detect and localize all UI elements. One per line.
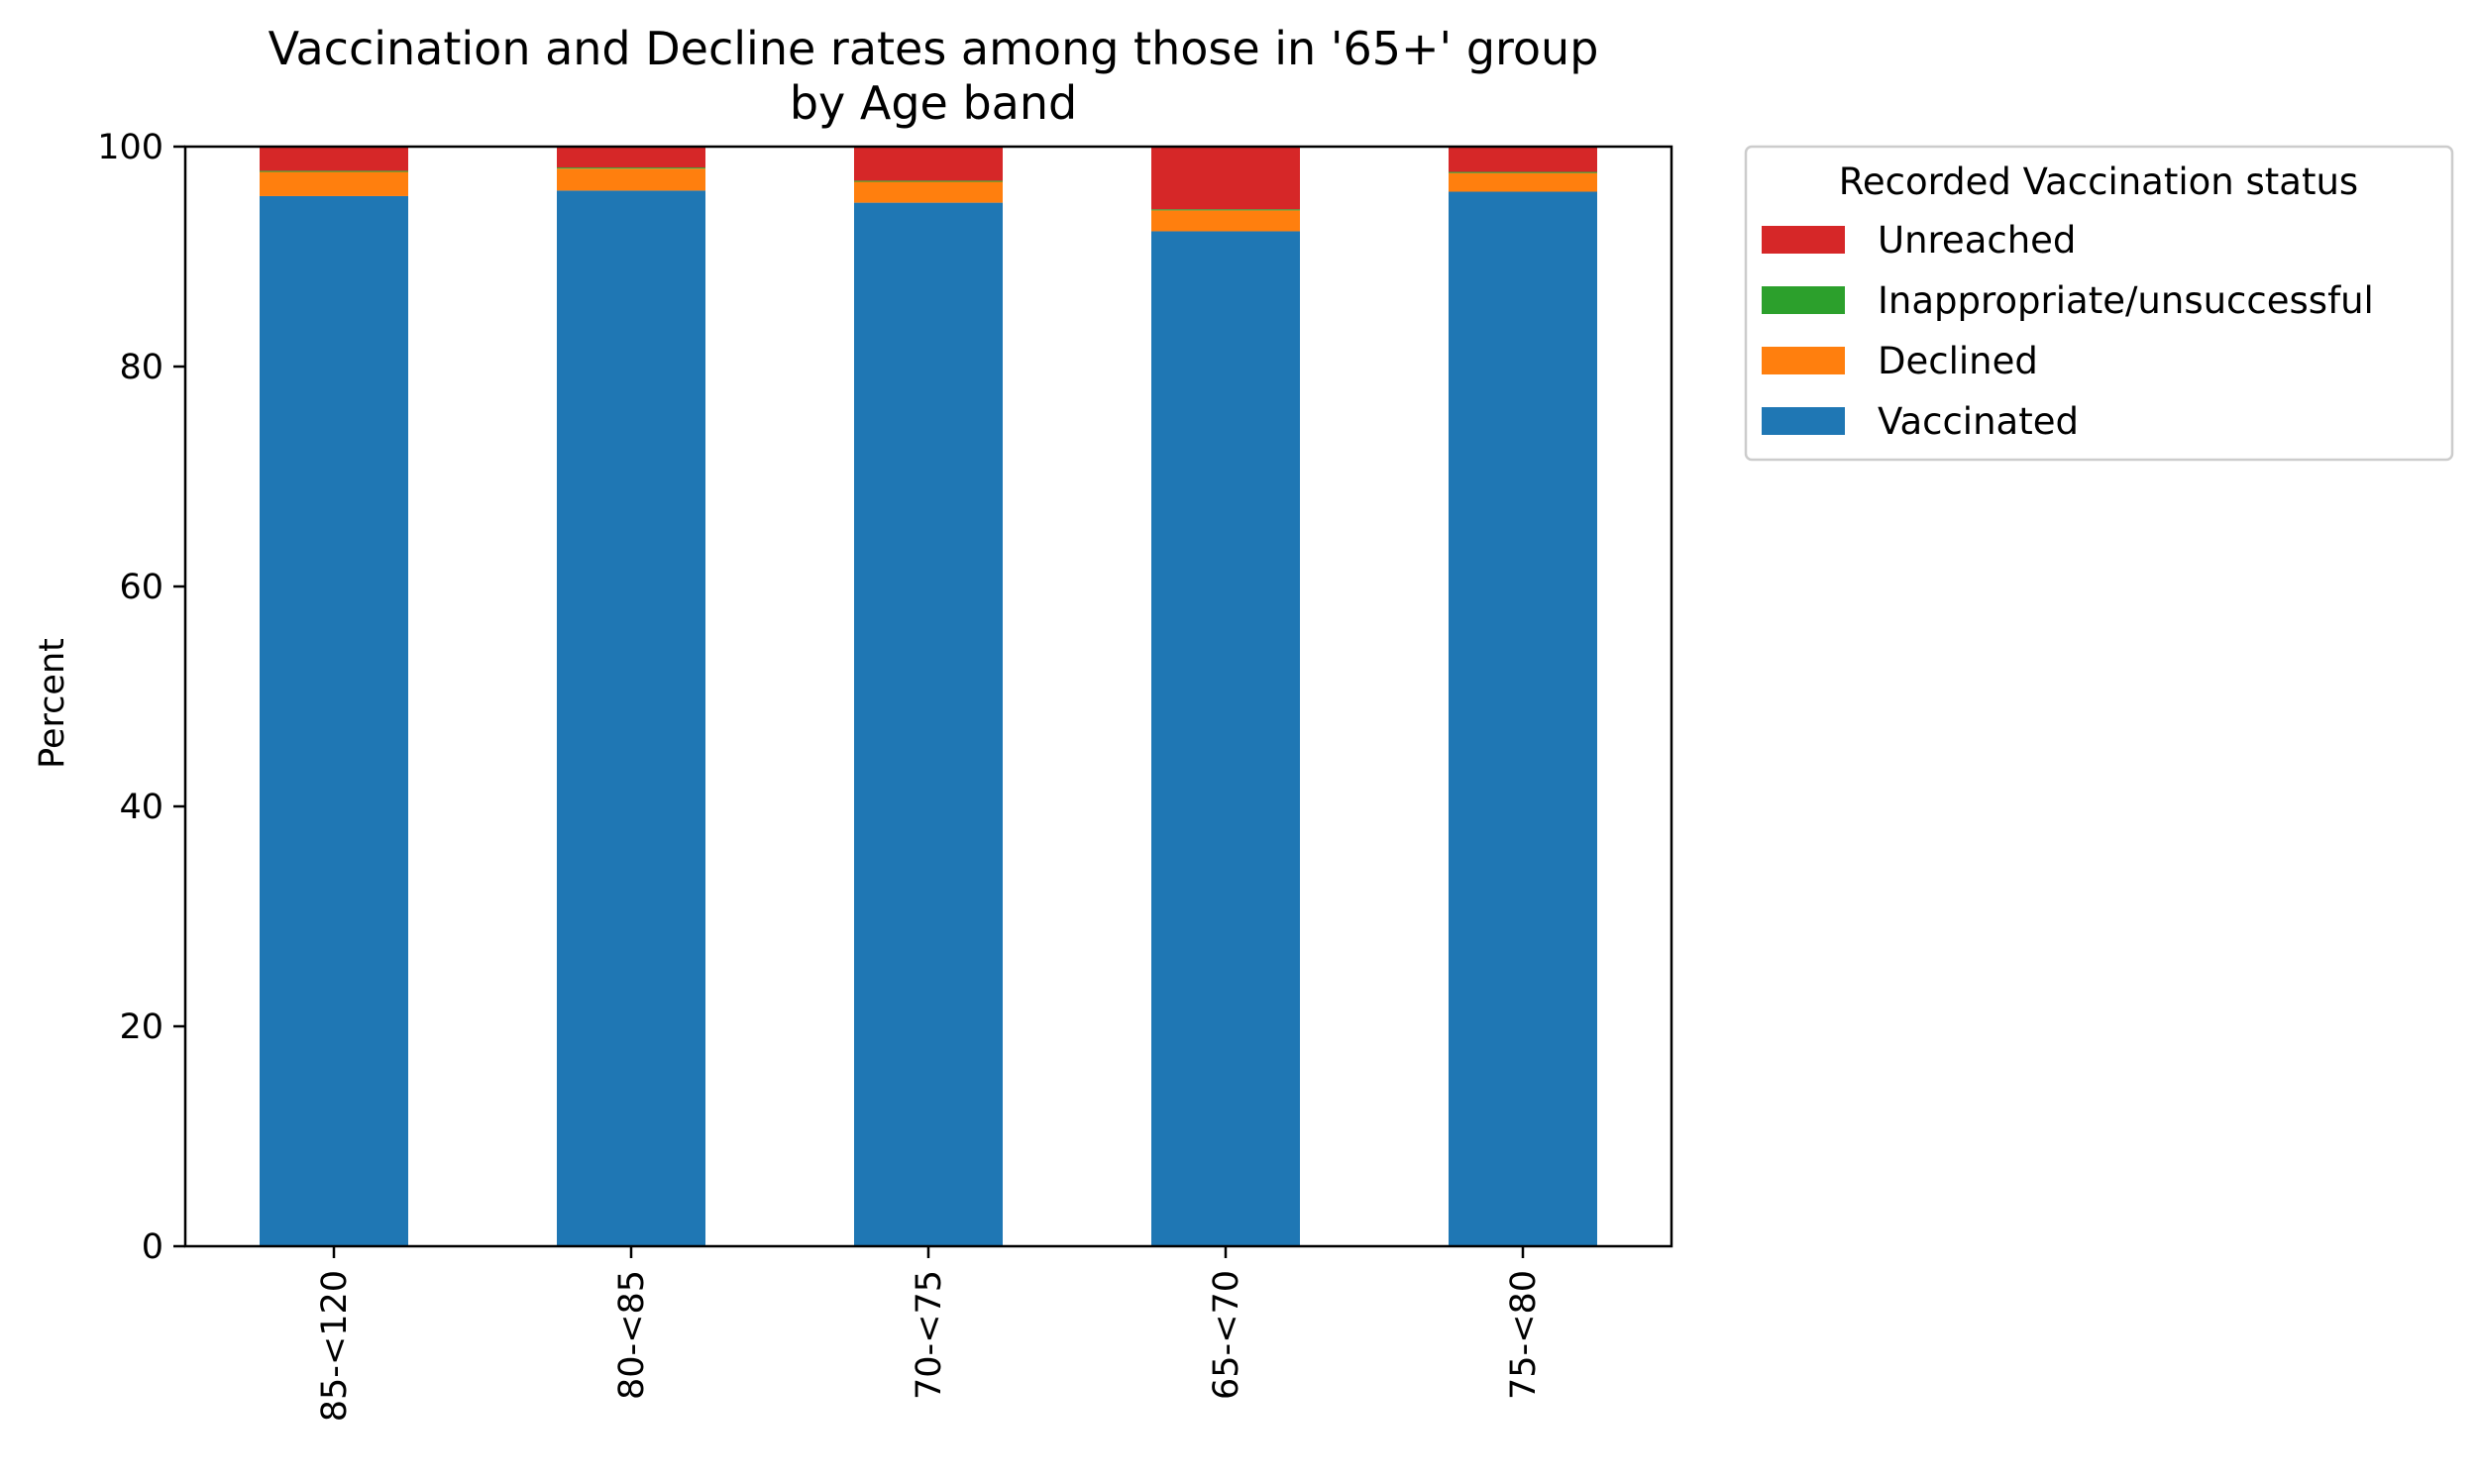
chart-title: Vaccination and Decline rates among thos… xyxy=(269,22,1599,75)
bar-inappropriate-unsuccessful-4 xyxy=(1449,171,1597,173)
bar-vaccinated-2 xyxy=(854,202,1003,1247)
legend-label-vaccinated: Vaccinated xyxy=(1878,400,2079,443)
chart-subtitle: by Age band xyxy=(790,76,1077,130)
bar-vaccinated-0 xyxy=(260,195,408,1247)
x-tick-label-3: 65-<70 xyxy=(1207,1270,1246,1400)
legend-label-inappropriate-unsuccessful: Inappropriate/unsuccessful xyxy=(1878,279,2374,322)
x-tick-label-4: 75-<80 xyxy=(1504,1270,1544,1400)
y-tick-label-4: 80 xyxy=(119,348,163,387)
bars-layer xyxy=(260,147,1597,1247)
x-tick-label-1: 80-<85 xyxy=(612,1270,652,1400)
bar-inappropriate-unsuccessful-0 xyxy=(260,170,408,172)
bar-declined-2 xyxy=(854,181,1003,203)
bar-declined-4 xyxy=(1449,172,1597,192)
bar-declined-1 xyxy=(557,168,705,191)
bar-vaccinated-4 xyxy=(1449,191,1597,1246)
y-tick-label-3: 60 xyxy=(119,568,163,607)
y-tick-label-0: 0 xyxy=(142,1227,163,1267)
y-tick-label-2: 40 xyxy=(119,788,163,827)
bar-vaccinated-1 xyxy=(557,190,705,1246)
y-tick-label-1: 20 xyxy=(119,1007,163,1047)
bar-unreached-4 xyxy=(1449,147,1597,172)
y-axis-label: Percent xyxy=(33,638,72,769)
x-tick-label-2: 70-<75 xyxy=(910,1270,949,1400)
x-tick-label-0: 85-<120 xyxy=(315,1270,355,1422)
bar-unreached-0 xyxy=(260,147,408,171)
legend-swatch-inappropriate-unsuccessful xyxy=(1762,286,1845,314)
legend: Recorded Vaccination status Unreached Ina… xyxy=(1744,145,2454,462)
x-axis: 85-<120 80-<85 70-<75 65-<70 75-<80 xyxy=(315,1246,1544,1422)
legend-swatch-declined xyxy=(1762,347,1845,374)
bar-inappropriate-unsuccessful-3 xyxy=(1151,209,1300,211)
bar-unreached-2 xyxy=(854,147,1003,181)
legend-entries: Unreached Inappropriate/unsuccessful Decli… xyxy=(1762,219,2374,443)
bar-declined-3 xyxy=(1151,210,1300,232)
legend-label-declined: Declined xyxy=(1878,340,2038,382)
legend-label-unreached: Unreached xyxy=(1878,219,2076,262)
bar-unreached-3 xyxy=(1151,147,1300,210)
bar-inappropriate-unsuccessful-1 xyxy=(557,167,705,169)
bar-unreached-1 xyxy=(557,147,705,168)
legend-title: Recorded Vaccination status xyxy=(1839,160,2358,203)
legend-box xyxy=(1744,145,2454,462)
bar-inappropriate-unsuccessful-2 xyxy=(854,180,1003,182)
y-axis: 0 20 40 60 80 100 xyxy=(97,128,185,1267)
legend-swatch-vaccinated xyxy=(1762,407,1845,435)
y-tick-label-5: 100 xyxy=(97,128,163,167)
bar-declined-0 xyxy=(260,171,408,196)
bar-vaccinated-3 xyxy=(1151,231,1300,1247)
legend-swatch-unreached xyxy=(1762,226,1845,254)
